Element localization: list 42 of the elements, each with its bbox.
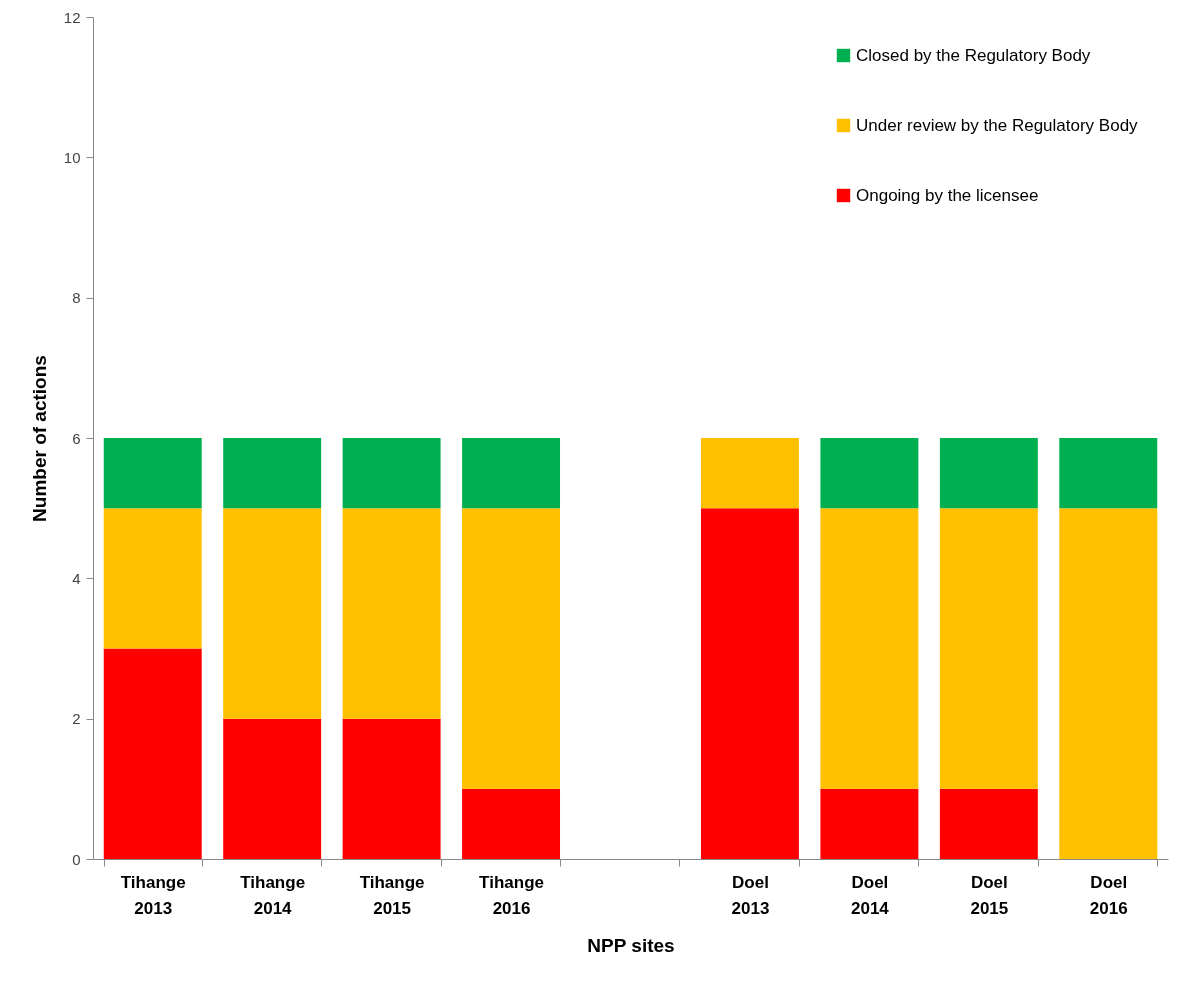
y-axis-title: Number of actions — [28, 355, 50, 522]
x-tick-label: Tihange 2015 — [359, 872, 425, 918]
bar — [1059, 508, 1158, 859]
y-tick-label: 2 — [72, 710, 81, 728]
bar — [103, 438, 202, 509]
legend-label: Closed by the Regulatory Body — [856, 45, 1091, 65]
bar — [700, 508, 799, 859]
bar — [820, 508, 919, 789]
bar — [342, 718, 441, 859]
y-tick-label: 8 — [72, 289, 81, 307]
x-tick-label: Tihange 2016 — [479, 872, 544, 918]
x-tick-label: Doel 2016 — [1089, 872, 1128, 918]
x-tick-label: Doel 2013 — [731, 872, 770, 918]
bar — [820, 438, 919, 509]
y-tick-label: 4 — [72, 569, 81, 587]
bar — [342, 438, 441, 509]
bar — [939, 438, 1038, 509]
legend-label: Ongoing by the licensee — [856, 185, 1039, 205]
bar — [1059, 438, 1158, 509]
bar — [103, 508, 202, 649]
bar — [103, 648, 202, 859]
bar — [462, 508, 561, 789]
bar — [223, 508, 322, 719]
bar — [700, 438, 799, 509]
y-tick-label: 12 — [63, 8, 81, 26]
bar — [342, 508, 441, 719]
bar — [939, 788, 1038, 859]
bar — [462, 788, 561, 859]
bar — [223, 438, 322, 509]
bar — [820, 788, 919, 859]
x-tick-label: Doel 2015 — [970, 872, 1009, 918]
y-tick-label: 0 — [72, 850, 81, 868]
x-tick-label: Doel 2014 — [850, 872, 890, 918]
x-tick-label: Tihange 2013 — [120, 872, 186, 918]
x-tick-label: Tihange 2014 — [240, 872, 306, 918]
y-tick-label: 10 — [63, 148, 81, 166]
x-axis-title: NPP sites — [587, 934, 675, 956]
bar — [939, 508, 1038, 789]
y-tick-label: 6 — [72, 429, 81, 447]
bar — [223, 718, 322, 859]
bar — [462, 438, 561, 509]
legend-label: Under review by the Regulatory Body — [856, 115, 1139, 135]
